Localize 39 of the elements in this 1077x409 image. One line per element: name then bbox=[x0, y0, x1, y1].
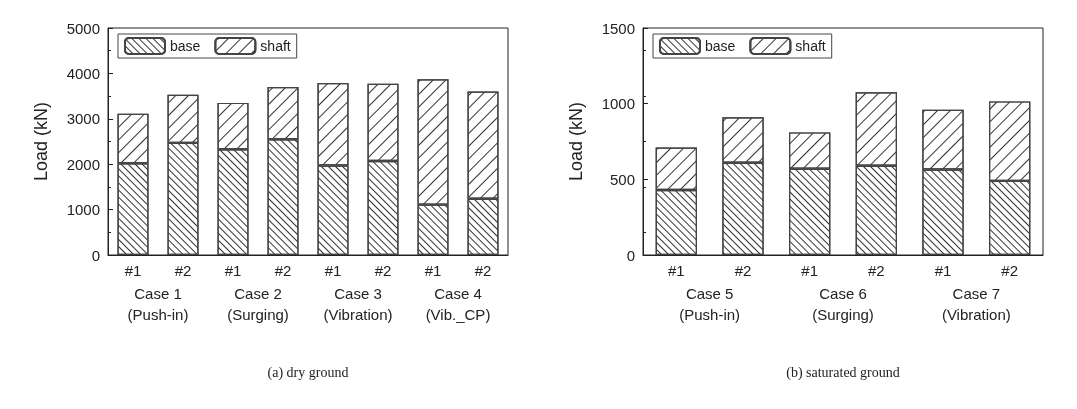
x-tick-label: #2 bbox=[374, 262, 392, 279]
y-tick-label: 4000 bbox=[66, 64, 100, 82]
y-tick-label: 2000 bbox=[66, 155, 100, 173]
x-tick-label: #2 bbox=[174, 262, 192, 279]
x-tick-label: #1 bbox=[424, 262, 442, 279]
text: Case 6 (Surging) bbox=[812, 285, 874, 323]
y-tick-label: 500 bbox=[609, 170, 635, 188]
text: Case 7 (Vibration) bbox=[941, 285, 1011, 323]
y-tick-label: 5000 bbox=[66, 19, 100, 37]
y-tick-label: 3000 bbox=[66, 110, 100, 128]
legend-label: base bbox=[170, 38, 201, 54]
x-axis-title: (b) saturated ground bbox=[786, 364, 900, 381]
y-tick-label: 1000 bbox=[66, 201, 100, 219]
legend-label: base bbox=[705, 38, 736, 54]
text: Case 3 (Vibration) bbox=[323, 285, 393, 323]
x-tick-label: #1 bbox=[801, 262, 819, 279]
x-tick-label: #1 bbox=[667, 262, 685, 279]
y-tick-label: 1000 bbox=[601, 95, 635, 113]
x-tick-label: #1 bbox=[224, 262, 242, 279]
x-tick-label: #1 bbox=[324, 262, 342, 279]
text: Case 4 (Vib._CP) bbox=[425, 285, 491, 323]
x-tick-label: #2 bbox=[867, 262, 885, 279]
legend-label: shaft bbox=[795, 38, 826, 54]
x-tick-label: #2 bbox=[1001, 262, 1019, 279]
text: Case 5 (Push-in) bbox=[679, 285, 741, 323]
y-tick-label: 0 bbox=[91, 246, 100, 264]
y-tick-label: 0 bbox=[626, 246, 635, 264]
x-tick-label: #2 bbox=[474, 262, 492, 279]
x-tick-label: #1 bbox=[124, 262, 142, 279]
y-tick-label: 1500 bbox=[601, 19, 635, 37]
x-axis-title: (a) dry ground bbox=[267, 364, 349, 381]
y-axis-title: Load (kN) bbox=[566, 101, 586, 182]
x-tick-label: #2 bbox=[734, 262, 752, 279]
text: Case 1 (Push-in) bbox=[127, 285, 189, 323]
x-tick-label: #1 bbox=[934, 262, 952, 279]
legend-label: shaft bbox=[260, 38, 291, 54]
y-axis-title: Load (kN) bbox=[31, 101, 51, 182]
text: Case 2 (Surging) bbox=[227, 285, 289, 323]
x-tick-label: #2 bbox=[274, 262, 292, 279]
